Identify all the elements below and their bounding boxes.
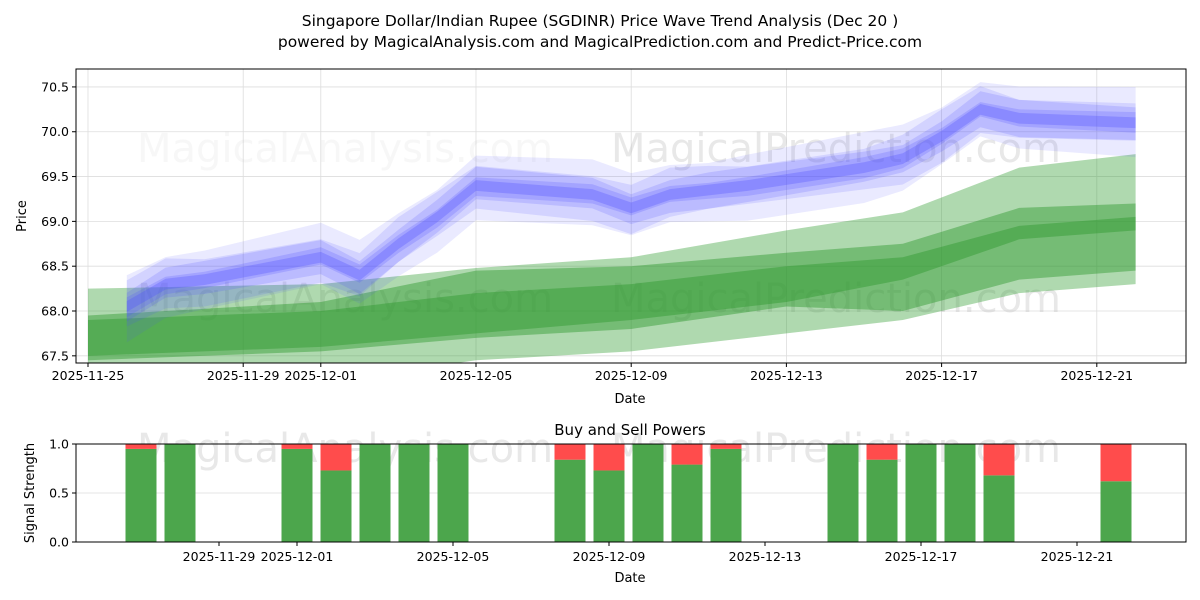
buy-bar: [359, 444, 391, 542]
chart-subtitle: powered by MagicalAnalysis.com and Magic…: [278, 33, 922, 51]
buy-bar: [281, 448, 313, 542]
sell-bar: [1100, 444, 1132, 482]
plot-area: MagicalAnalysis.com MagicalPrediction.com…: [88, 82, 1136, 363]
sell-bar: [281, 444, 313, 449]
y-axis-label: Price: [15, 200, 30, 232]
sell-bar: [866, 444, 898, 460]
watermark: MagicalAnalysis.com: [137, 126, 553, 172]
plot-frame: [75, 68, 1187, 364]
watermark: MagicalPrediction.com: [611, 276, 1061, 322]
x-tick-label: 2025-12-09: [573, 549, 646, 564]
plot-frame: [75, 443, 1187, 543]
sell-bar: [710, 444, 742, 449]
buy-bar: [827, 444, 859, 542]
buy-bar: [710, 448, 742, 542]
forecast-band-outer: [88, 154, 1136, 363]
historical-wave-band: [126, 91, 1136, 322]
forecast-band-mid: [88, 203, 1136, 361]
y-tick-label: 70.0: [41, 124, 69, 139]
buy-bar: [554, 459, 586, 542]
y-tick-label: 68.0: [41, 304, 69, 319]
sell-bar: [671, 444, 703, 465]
signal-x-axis-label: Date: [614, 571, 645, 586]
historical-wave-band: [126, 86, 1136, 327]
signal-title: Buy and Sell Powers: [554, 421, 706, 439]
x-tick-label: 2025-12-17: [885, 549, 958, 564]
buy-bar: [944, 444, 976, 542]
buy-bar: [866, 459, 898, 542]
x-tick-label: 2025-12-17: [905, 368, 978, 383]
sell-bar: [593, 444, 625, 471]
buy-bar: [437, 444, 469, 542]
historical-wave-band: [126, 103, 1136, 312]
sell-bar: [554, 444, 586, 460]
historical-wave-band: [126, 102, 1136, 318]
y-tick-label: 0.5: [49, 486, 69, 501]
x-tick-label: 2025-12-13: [729, 549, 802, 564]
historical-wave-band: [126, 82, 1136, 343]
x-tick-label: 2025-12-05: [440, 368, 513, 383]
buy-bar: [905, 444, 937, 542]
x-tick-label: 2025-11-25: [52, 368, 125, 383]
buy-bar: [632, 444, 664, 542]
sell-bar: [983, 444, 1015, 476]
x-tick-label: 2025-12-01: [261, 549, 334, 564]
buy-bar: [398, 444, 430, 542]
buy-bar: [983, 475, 1015, 542]
sell-bar: [320, 444, 352, 471]
y-tick-label: 70.5: [41, 79, 69, 94]
x-tick-label: 2025-11-29: [183, 549, 256, 564]
buy-bar: [164, 444, 196, 542]
watermark: MagicalAnalysis.com: [137, 276, 553, 322]
x-tick-label: 2025-12-01: [284, 368, 357, 383]
y-tick-label: 1.0: [49, 437, 69, 452]
x-tick-label: 2025-12-21: [1041, 549, 1114, 564]
y-tick-label: 69.5: [41, 169, 69, 184]
y-tick-label: 67.5: [41, 348, 69, 363]
x-tick-label: 2025-12-09: [595, 368, 668, 383]
buy-bar: [1100, 481, 1132, 542]
y-tick-label: 0.0: [49, 535, 69, 550]
signal-plot: 0.0 0.5 1.0 2025-11-29 2025-12-01 2025-12-05 2…: [49, 426, 1187, 564]
buy-bar: [125, 448, 157, 542]
buy-bar: [593, 470, 625, 542]
sell-bar: [125, 444, 157, 449]
y-tick-label: 68.5: [41, 259, 69, 274]
x-tick-label: 2025-12-13: [750, 368, 823, 383]
buy-bar: [320, 470, 352, 542]
forecast-band-inner: [88, 216, 1136, 356]
signal-y-axis-label: Signal Strength: [23, 443, 38, 543]
x-tick-label: 2025-12-05: [417, 549, 490, 564]
watermark: MagicalPrediction.com: [611, 126, 1061, 172]
buy-bar: [671, 464, 703, 542]
price-plot: 2025-11-25 2025-11-29 2025-12-01 2025-12-05…: [41, 68, 1187, 383]
chart-title: Singapore Dollar/Indian Rupee (SGDINR) P…: [302, 12, 899, 30]
y-tick-label: 69.0: [41, 214, 69, 229]
x-axis-label: Date: [614, 392, 645, 407]
x-tick-label: 2025-12-21: [1060, 368, 1133, 383]
x-tick-label: 2025-11-29: [207, 368, 280, 383]
